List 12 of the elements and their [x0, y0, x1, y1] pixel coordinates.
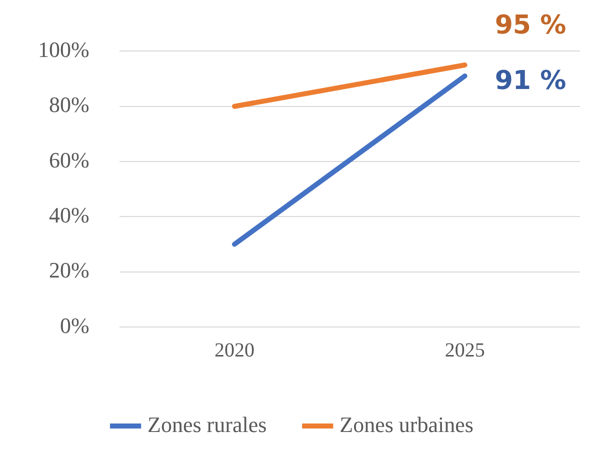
x-tick-label: 2025	[444, 339, 485, 362]
legend-label: Zones urbaines	[340, 412, 474, 437]
y-tick-label: 100%	[38, 36, 90, 62]
y-tick-label: 80%	[49, 92, 90, 118]
x-tick-label: 2020	[214, 339, 254, 362]
y-tick-label: 20%	[49, 258, 90, 283]
y-tick-label: 60%	[49, 147, 90, 172]
data-label: 95 %	[494, 10, 566, 41]
data-label: 91 %	[494, 66, 566, 96]
y-tick-label: 40%	[49, 202, 90, 228]
legend-label: Zones rurales	[148, 412, 267, 437]
y-tick-label: 0%	[60, 312, 90, 338]
